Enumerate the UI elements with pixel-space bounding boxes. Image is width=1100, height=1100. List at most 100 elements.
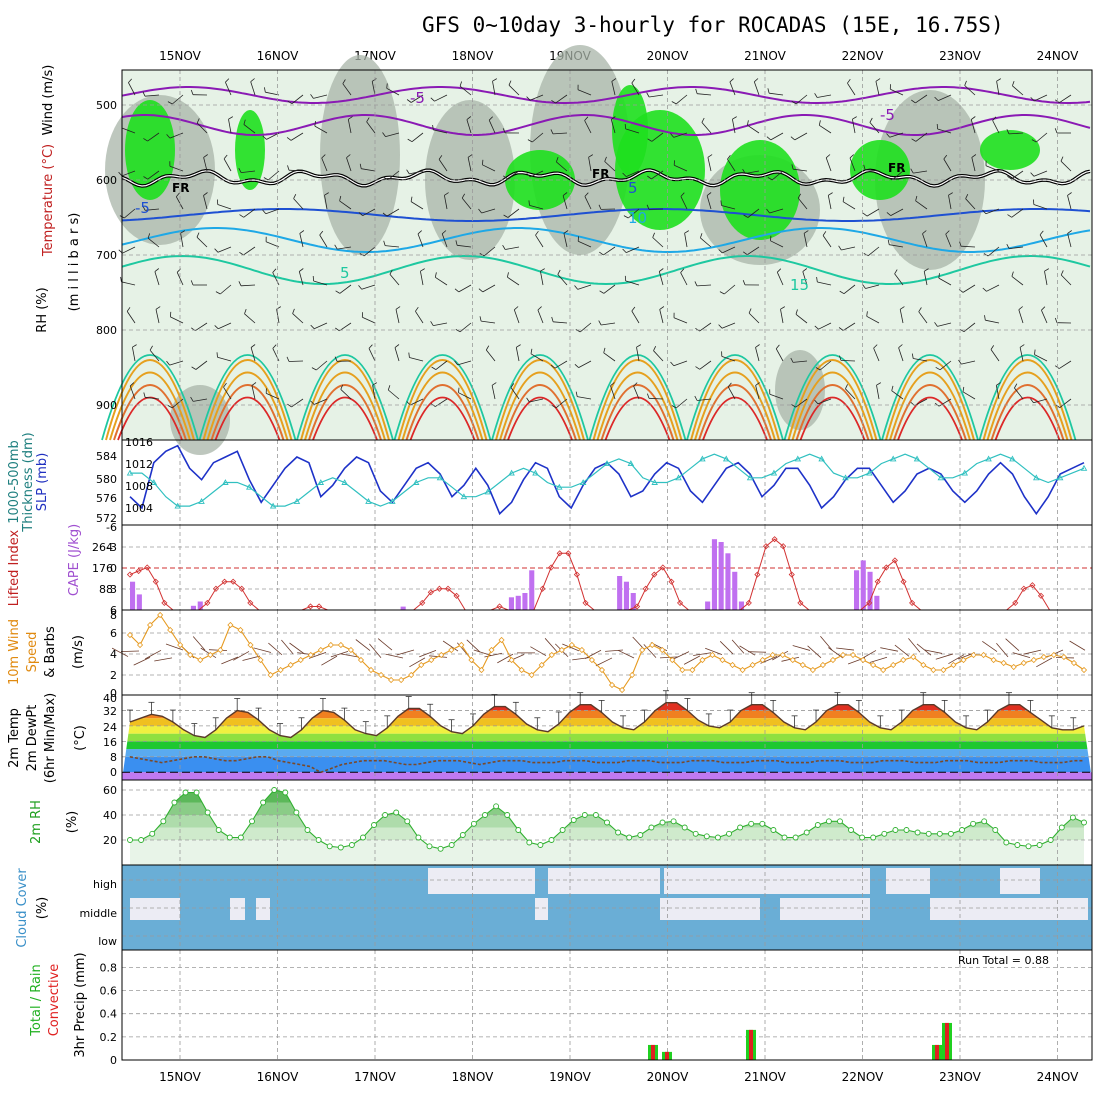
- slp-thickness-panel: 584 580 576 572 1016 1012 1008 1004: [96, 436, 1093, 526]
- wind-barb: [970, 119, 976, 134]
- thickness-marker: [365, 497, 372, 504]
- wind-barb: [385, 132, 400, 137]
- wind-barb-flag: [395, 306, 401, 310]
- wind-barb: [842, 322, 856, 331]
- wind-barb: [673, 360, 688, 367]
- date-label-bottom-5: 20NOV: [647, 1070, 689, 1084]
- wind-barb-flag: [410, 196, 413, 202]
- wind-barb: [145, 396, 160, 400]
- wind-marker: [167, 626, 174, 634]
- wind-barb-flag: [190, 280, 194, 286]
- wind-barb-flag: [718, 324, 723, 329]
- wind-barb-10m: [683, 655, 701, 665]
- wind-marker: [1050, 651, 1057, 659]
- wind-barb: [288, 169, 304, 172]
- wind-barb: [891, 390, 904, 400]
- wind-barb: [843, 284, 856, 295]
- date-label-top-8: 23NOV: [939, 49, 981, 63]
- wind-barb: [180, 233, 184, 248]
- li-marker: [676, 599, 684, 606]
- rh-marker: [149, 830, 156, 837]
- precip-conv-bar: [749, 1029, 753, 1060]
- wind-barb-10m: [605, 649, 624, 652]
- wind-barb: [272, 348, 280, 362]
- wind-barb-flag: [611, 78, 617, 82]
- wind-barb-flag: [992, 116, 997, 121]
- li-marker: [436, 585, 443, 592]
- wind-barb-10m: [739, 645, 756, 656]
- wind-barb: [1034, 354, 1048, 362]
- wind-barb-flag: [550, 129, 554, 135]
- wind-barb-flag: [959, 328, 965, 333]
- wind-barb: [267, 170, 280, 181]
- isotherm-arch: [312, 396, 378, 441]
- ylabel-temperature: Temperature (°C): [41, 144, 56, 257]
- wind-marker: [1000, 659, 1007, 667]
- wind-barb: [603, 246, 616, 256]
- wind-barb: [435, 276, 448, 286]
- wind-barb-flag: [754, 78, 759, 83]
- wind-barb-10m: [281, 639, 294, 654]
- wind-barb: [218, 322, 232, 330]
- wind-marker: [729, 661, 736, 669]
- wind-barb: [985, 165, 1000, 172]
- wind-barb-flag: [694, 281, 698, 287]
- wind-barb-flag: [263, 177, 269, 181]
- wind-barb-flag: [272, 268, 277, 273]
- wind-barb: [225, 82, 232, 96]
- rh-marker: [925, 830, 932, 837]
- wind-barb-flag: [382, 132, 386, 137]
- wind-barb-flag: [264, 87, 266, 93]
- wind-barb-10m: [807, 645, 822, 659]
- wind-barb-flag: [372, 382, 378, 386]
- wind-barb-flag: [1030, 398, 1034, 404]
- wind-barb: [552, 132, 568, 135]
- wind-barb-flag: [434, 272, 437, 278]
- rh-marker: [1036, 842, 1043, 848]
- pressure-tick-900: 900: [96, 399, 117, 412]
- wind-barb: [1011, 208, 1024, 218]
- wind-barb: [776, 272, 784, 286]
- wind-barb-flag: [911, 99, 916, 104]
- wind-barb-flag: [852, 116, 857, 120]
- wind-barb: [1033, 398, 1048, 404]
- wind-barb-flag: [886, 133, 891, 138]
- wind-barb-flag: [646, 204, 650, 210]
- thickness-marker: [412, 479, 420, 485]
- wind-barb-10m: [341, 653, 360, 658]
- wind-barb-flag: [815, 367, 821, 371]
- wind-barb-flag: [822, 231, 827, 236]
- wind-barb-10m: [996, 642, 1009, 658]
- wind-barb: [217, 204, 232, 210]
- wind-barb-flag: [216, 352, 218, 358]
- thickness-marker: [699, 455, 706, 462]
- wind-barb: [563, 233, 568, 248]
- wind-barb: [1060, 160, 1072, 172]
- thickness-marker: [651, 479, 658, 485]
- wind-barb: [537, 309, 544, 324]
- isotherm-arch: [206, 371, 289, 441]
- wind-marker: [147, 621, 154, 629]
- wind-barb-flag: [335, 327, 340, 332]
- wind-barb: [699, 360, 712, 370]
- wind-barb: [675, 398, 688, 409]
- wind-barb-flag: [438, 155, 443, 160]
- wind-barb-flag: [1044, 268, 1050, 272]
- cape-tick: 176: [92, 562, 113, 575]
- wind-barb: [129, 385, 136, 400]
- li-marker: [866, 599, 873, 606]
- wind-barb-flag: [166, 360, 170, 366]
- wind-barb: [1039, 234, 1048, 248]
- thickness-marker: [746, 474, 754, 481]
- wind-barb: [965, 198, 976, 210]
- wind-barb: [938, 94, 952, 101]
- li-marker: [453, 592, 460, 599]
- wind-barb-flag: [228, 116, 234, 120]
- wind-barb-flag: [321, 154, 326, 159]
- wind-barb-flag: [847, 78, 851, 84]
- rh-marker: [870, 834, 877, 841]
- wind-barb: [707, 157, 712, 172]
- wind-barb: [865, 284, 880, 289]
- wind-barb: [937, 128, 952, 134]
- wind-barb: [822, 235, 832, 248]
